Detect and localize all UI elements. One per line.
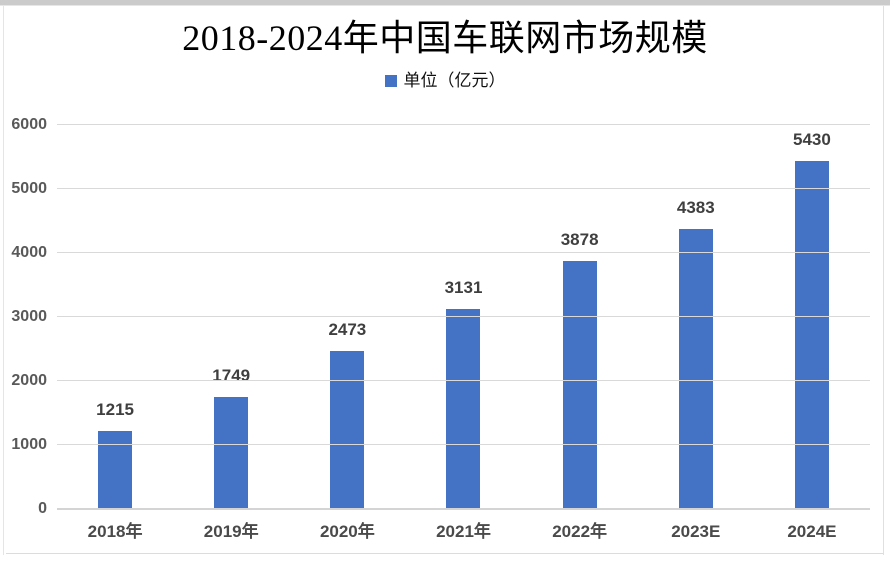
bar-2019年 bbox=[214, 397, 249, 509]
gridline bbox=[57, 380, 870, 381]
gridline bbox=[57, 316, 870, 317]
x-axis-category-label: 2019年 bbox=[203, 522, 259, 541]
x-axis-category-label: 2024E bbox=[787, 522, 837, 541]
bar-slot: 4383 bbox=[638, 125, 754, 509]
y-axis-tick-label: 4000 bbox=[11, 244, 47, 261]
bar-value-label: 3131 bbox=[444, 277, 483, 297]
bar-slot: 5430 bbox=[754, 125, 870, 509]
bar-2024E bbox=[794, 161, 829, 509]
bar-2018年 bbox=[98, 431, 133, 509]
bar-2021年 bbox=[446, 308, 481, 509]
bar-value-label: 1215 bbox=[96, 400, 134, 420]
y-axis: 0 1000 2000 3000 4000 5000 6000 bbox=[0, 116, 47, 517]
x-axis-category-label: 2022年 bbox=[552, 522, 608, 541]
bar-slot: 1215 bbox=[57, 125, 173, 509]
chart-legend: 单位（亿元） bbox=[0, 70, 890, 92]
gridline bbox=[57, 444, 870, 445]
x-axis-category-label: 2021年 bbox=[436, 522, 491, 541]
y-axis-tick-label: 1000 bbox=[11, 436, 47, 453]
x-axis: 2018年 2019年 2020年 2021年 2022年 2023E 2024E bbox=[57, 520, 870, 544]
bar-value-label: 5430 bbox=[793, 130, 831, 150]
x-axis-category-label: 2020年 bbox=[319, 522, 375, 541]
right-edge-line bbox=[883, 6, 884, 555]
bar-value-label: 2473 bbox=[328, 319, 367, 339]
bar-slot: 3878 bbox=[522, 125, 638, 509]
chart-title: 2018-2024年中国车联网市场规模 bbox=[182, 18, 708, 58]
legend-color-swatch-icon bbox=[384, 75, 397, 87]
legend-series-label: 单位（亿元） bbox=[403, 71, 506, 90]
top-edge-strip bbox=[0, 0, 890, 6]
gridline bbox=[57, 124, 870, 125]
bar-value-label: 4383 bbox=[676, 197, 715, 217]
bar-slot: 3131 bbox=[405, 125, 521, 509]
plot-area: 1215 1749 2473 3131 3878 4383 5430 bbox=[57, 124, 870, 510]
bar-2020年 bbox=[330, 350, 365, 509]
bars-row: 1215 1749 2473 3131 3878 4383 5430 bbox=[57, 125, 870, 509]
y-axis-tick-label: 5000 bbox=[11, 180, 47, 197]
left-edge-line bbox=[3, 6, 4, 555]
y-axis-tick-label: 2000 bbox=[11, 372, 47, 389]
y-axis-tick-label: 0 bbox=[38, 500, 47, 517]
y-axis-tick-label: 6000 bbox=[11, 116, 47, 133]
bar-slot: 1749 bbox=[173, 125, 289, 509]
bar-2023E bbox=[678, 228, 713, 509]
x-axis-category-label: 2023E bbox=[671, 522, 721, 541]
x-axis-line bbox=[57, 508, 870, 510]
y-axis-tick-label: 3000 bbox=[11, 308, 47, 325]
bottom-edge-line bbox=[6, 553, 883, 554]
gridline bbox=[57, 252, 870, 253]
x-axis-category-label: 2018年 bbox=[87, 522, 143, 541]
bar-value-label: 1749 bbox=[212, 366, 251, 386]
bar-slot: 2473 bbox=[289, 125, 405, 509]
gridline bbox=[57, 188, 870, 189]
bar-value-label: 3878 bbox=[560, 229, 599, 249]
bar-2022年 bbox=[562, 260, 597, 509]
